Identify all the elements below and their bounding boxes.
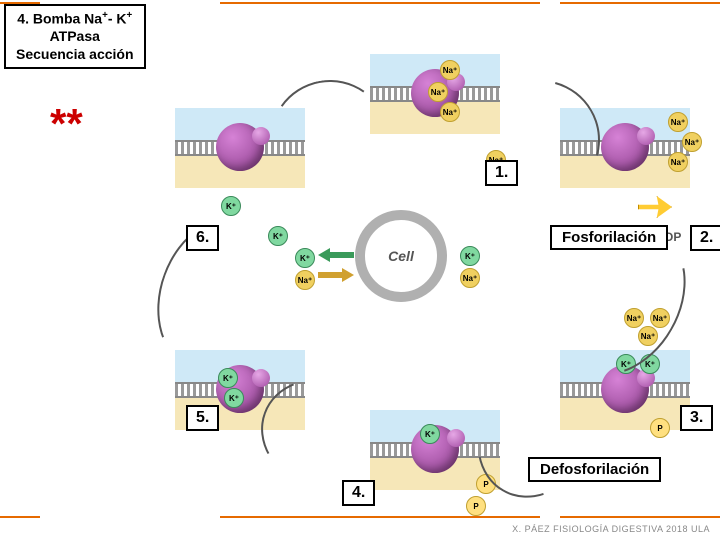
stars-marker: ** [50, 100, 83, 148]
phosphorylation-label: Fosforilación [550, 225, 668, 250]
na-ion: Na⁺ [668, 112, 688, 132]
na-ion: Na⁺ [428, 82, 448, 102]
na-ion: Na⁺ [460, 268, 480, 288]
step-2-box: 2. [690, 225, 720, 251]
title-line1a: 4. Bomba Na [17, 11, 102, 27]
title-line3: Secuencia acción [16, 46, 134, 64]
title-line2: ATPasa [16, 28, 134, 46]
step-5-box: 5. [186, 405, 219, 431]
dephosphorylation-label: Defosforilación [528, 457, 661, 482]
na-ion: Na⁺ [668, 152, 688, 172]
atp-icon [638, 196, 672, 218]
footer-credit: X. PÁEZ FISIOLOGÍA DIGESTIVA 2018 ULA [512, 524, 710, 534]
cell-label: Cell [388, 248, 414, 264]
step-6-box: 6. [186, 225, 219, 251]
na-ion: Na⁺ [682, 132, 702, 152]
k-ion: K⁺ [224, 388, 244, 408]
k-ion: K⁺ [420, 424, 440, 444]
title-sup2: + [127, 10, 133, 21]
cell-circle: Cell [355, 210, 447, 302]
na-ion: Na⁺ [440, 102, 460, 122]
title-box: 4. Bomba Na+- K+ ATPasa Secuencia acción [4, 4, 146, 69]
k-in-arrow [318, 246, 354, 264]
p-ion: P [466, 496, 486, 516]
k-ion: K⁺ [295, 248, 315, 268]
p-ion: P [650, 418, 670, 438]
bottom-accent-lines [0, 516, 720, 518]
na-ion: Na⁺ [440, 60, 460, 80]
k-ion: K⁺ [460, 246, 480, 266]
title-line1b: - K [108, 11, 127, 27]
na-ion: Na⁺ [295, 270, 315, 290]
na-out-arrow [318, 266, 354, 284]
k-ion: K⁺ [221, 196, 241, 216]
step-4-box: 4. [342, 480, 375, 506]
step-3-box: 3. [680, 405, 713, 431]
step-1-box: 1. [485, 160, 518, 186]
